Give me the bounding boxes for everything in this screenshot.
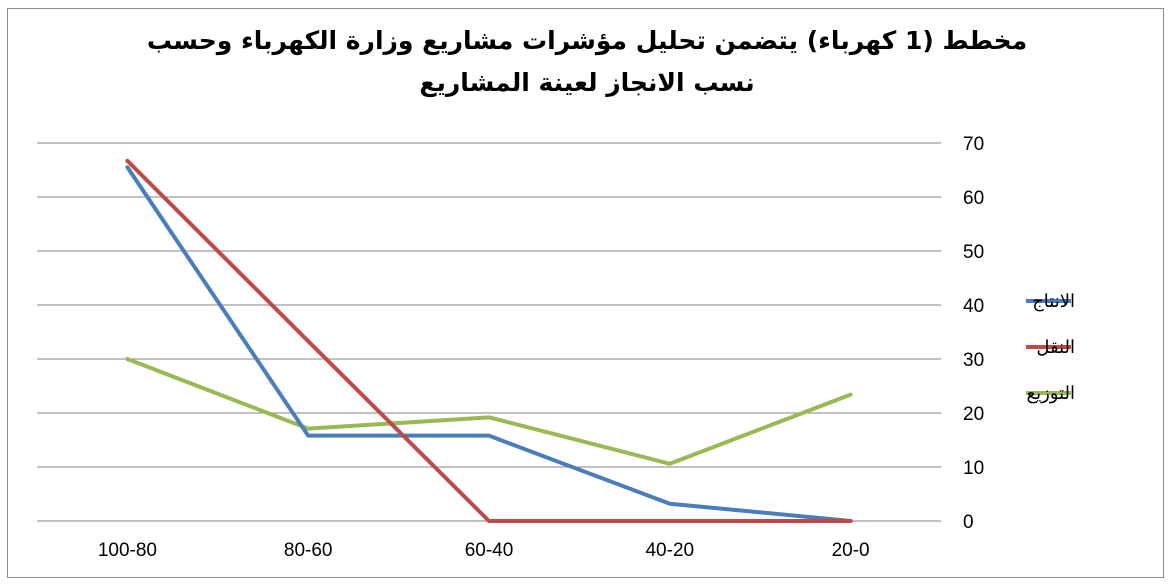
gridlines [37, 142, 941, 522]
y-tick-label: 30 [963, 350, 984, 371]
series-line [125, 165, 853, 523]
y-tick-label: 0 [963, 512, 974, 533]
x-tick-label: 100-80 [98, 540, 157, 561]
legend: الانتاج النقل التوزيع [1026, 291, 1075, 404]
y-tick-label: 70 [963, 134, 984, 155]
x-tick-label: 40-20 [645, 540, 694, 561]
x-tick-label: 80-60 [284, 540, 333, 561]
chart-frame [7, 8, 1164, 578]
series-lines [125, 158, 853, 523]
legend-label: النقل [1036, 337, 1075, 357]
series-line [125, 158, 853, 523]
y-tick-label: 10 [963, 458, 984, 479]
x-tick-label: 60-40 [465, 540, 514, 561]
y-tick-label: 20 [963, 404, 984, 425]
y-tick-label: 40 [963, 296, 984, 317]
y-tick-label: 60 [963, 188, 984, 209]
x-tick-label: 20-0 [832, 540, 870, 561]
x-axis-tick-labels: 100-80 80-60 60-40 40-20 20-0 [98, 540, 870, 561]
legend-label: التوزيع [1027, 383, 1076, 404]
y-axis-tick-labels: 0 10 20 30 40 50 60 70 [963, 134, 984, 533]
chart-title: مخطط (1 كهرباء) يتضمن تحليل مؤشرات مشاري… [0, 20, 1174, 104]
y-tick-label: 50 [963, 242, 984, 263]
legend-label: الانتاج [1032, 291, 1075, 312]
series-line [125, 357, 853, 466]
chart-title-line-2: نسب الانجاز لعينة المشاريع [419, 68, 755, 97]
chart-title-line-1: مخطط (1 كهرباء) يتضمن تحليل مؤشرات مشاري… [146, 26, 1028, 55]
